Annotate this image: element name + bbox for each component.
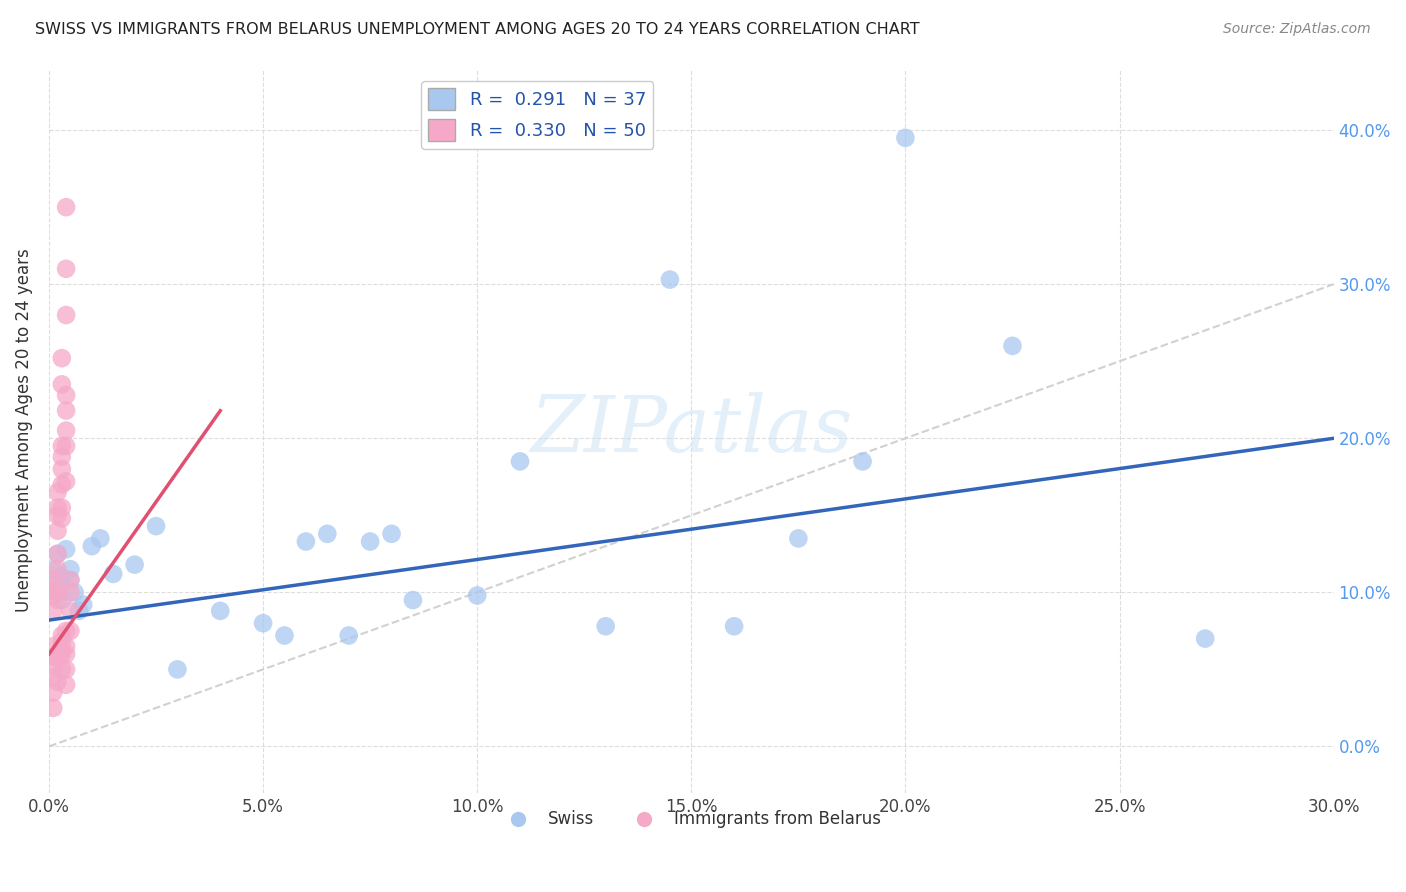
Point [103,566,125,581]
Point [55,308,77,322]
Point [273,628,295,642]
Point [894,131,917,145]
Point [89,532,111,546]
Point [59,573,82,587]
Point [51,570,73,584]
Point [46,585,69,599]
Point [51,662,73,676]
Point [42,659,65,673]
Point [59,562,82,576]
Point [63,585,86,599]
Point [51,377,73,392]
Point [55,439,77,453]
Point [55,624,77,638]
Point [51,462,73,476]
Point [402,593,425,607]
Point [595,619,617,633]
Point [42,701,65,715]
Point [51,634,73,648]
Point [59,604,82,618]
Point [55,261,77,276]
Point [59,573,82,587]
Point [42,582,65,597]
Point [51,511,73,525]
Point [59,585,82,599]
Point [51,647,73,661]
Point [787,532,810,546]
Y-axis label: Unemployment Among Ages 20 to 24 years: Unemployment Among Ages 20 to 24 years [15,249,32,613]
Point [51,450,73,464]
Point [46,508,69,523]
Point [465,589,488,603]
Point [380,526,402,541]
Point [42,562,65,576]
Point [209,604,232,618]
Text: ZIPatlas: ZIPatlas [530,392,852,468]
Point [51,351,73,366]
Point [42,640,65,654]
Point [46,674,69,689]
Point [46,547,69,561]
Point [55,640,77,654]
Point [509,454,531,468]
Point [72,598,94,612]
Point [295,534,318,549]
Point [55,647,77,661]
Point [42,650,65,665]
Point [1001,339,1024,353]
Point [55,424,77,438]
Point [42,604,65,618]
Point [337,628,360,642]
Point [316,526,339,541]
Point [51,593,73,607]
Point [80,539,103,553]
Point [46,547,69,561]
Point [46,500,69,515]
Point [42,685,65,699]
Point [51,477,73,491]
Point [145,519,167,533]
Point [46,485,69,500]
Point [67,604,90,618]
Point [42,670,65,684]
Point [51,644,73,658]
Point [42,577,65,591]
Point [252,616,274,631]
Point [46,562,69,576]
Point [42,589,65,603]
Point [55,388,77,402]
Point [46,585,69,599]
Point [723,619,745,633]
Text: Source: ZipAtlas.com: Source: ZipAtlas.com [1223,22,1371,37]
Point [51,439,73,453]
Point [55,475,77,489]
Legend: Swiss, Immigrants from Belarus: Swiss, Immigrants from Belarus [495,804,889,835]
Point [359,534,381,549]
Point [51,500,73,515]
Point [55,403,77,417]
Point [124,558,146,572]
Point [55,542,77,557]
Point [46,524,69,538]
Point [852,454,875,468]
Point [1194,632,1216,646]
Point [46,650,69,665]
Point [55,662,77,676]
Point [46,593,69,607]
Point [59,624,82,638]
Point [166,662,188,676]
Point [658,272,681,286]
Point [42,573,65,587]
Text: SWISS VS IMMIGRANTS FROM BELARUS UNEMPLOYMENT AMONG AGES 20 TO 24 YEARS CORRELAT: SWISS VS IMMIGRANTS FROM BELARUS UNEMPLO… [35,22,920,37]
Point [55,678,77,692]
Point [55,200,77,214]
Point [51,628,73,642]
